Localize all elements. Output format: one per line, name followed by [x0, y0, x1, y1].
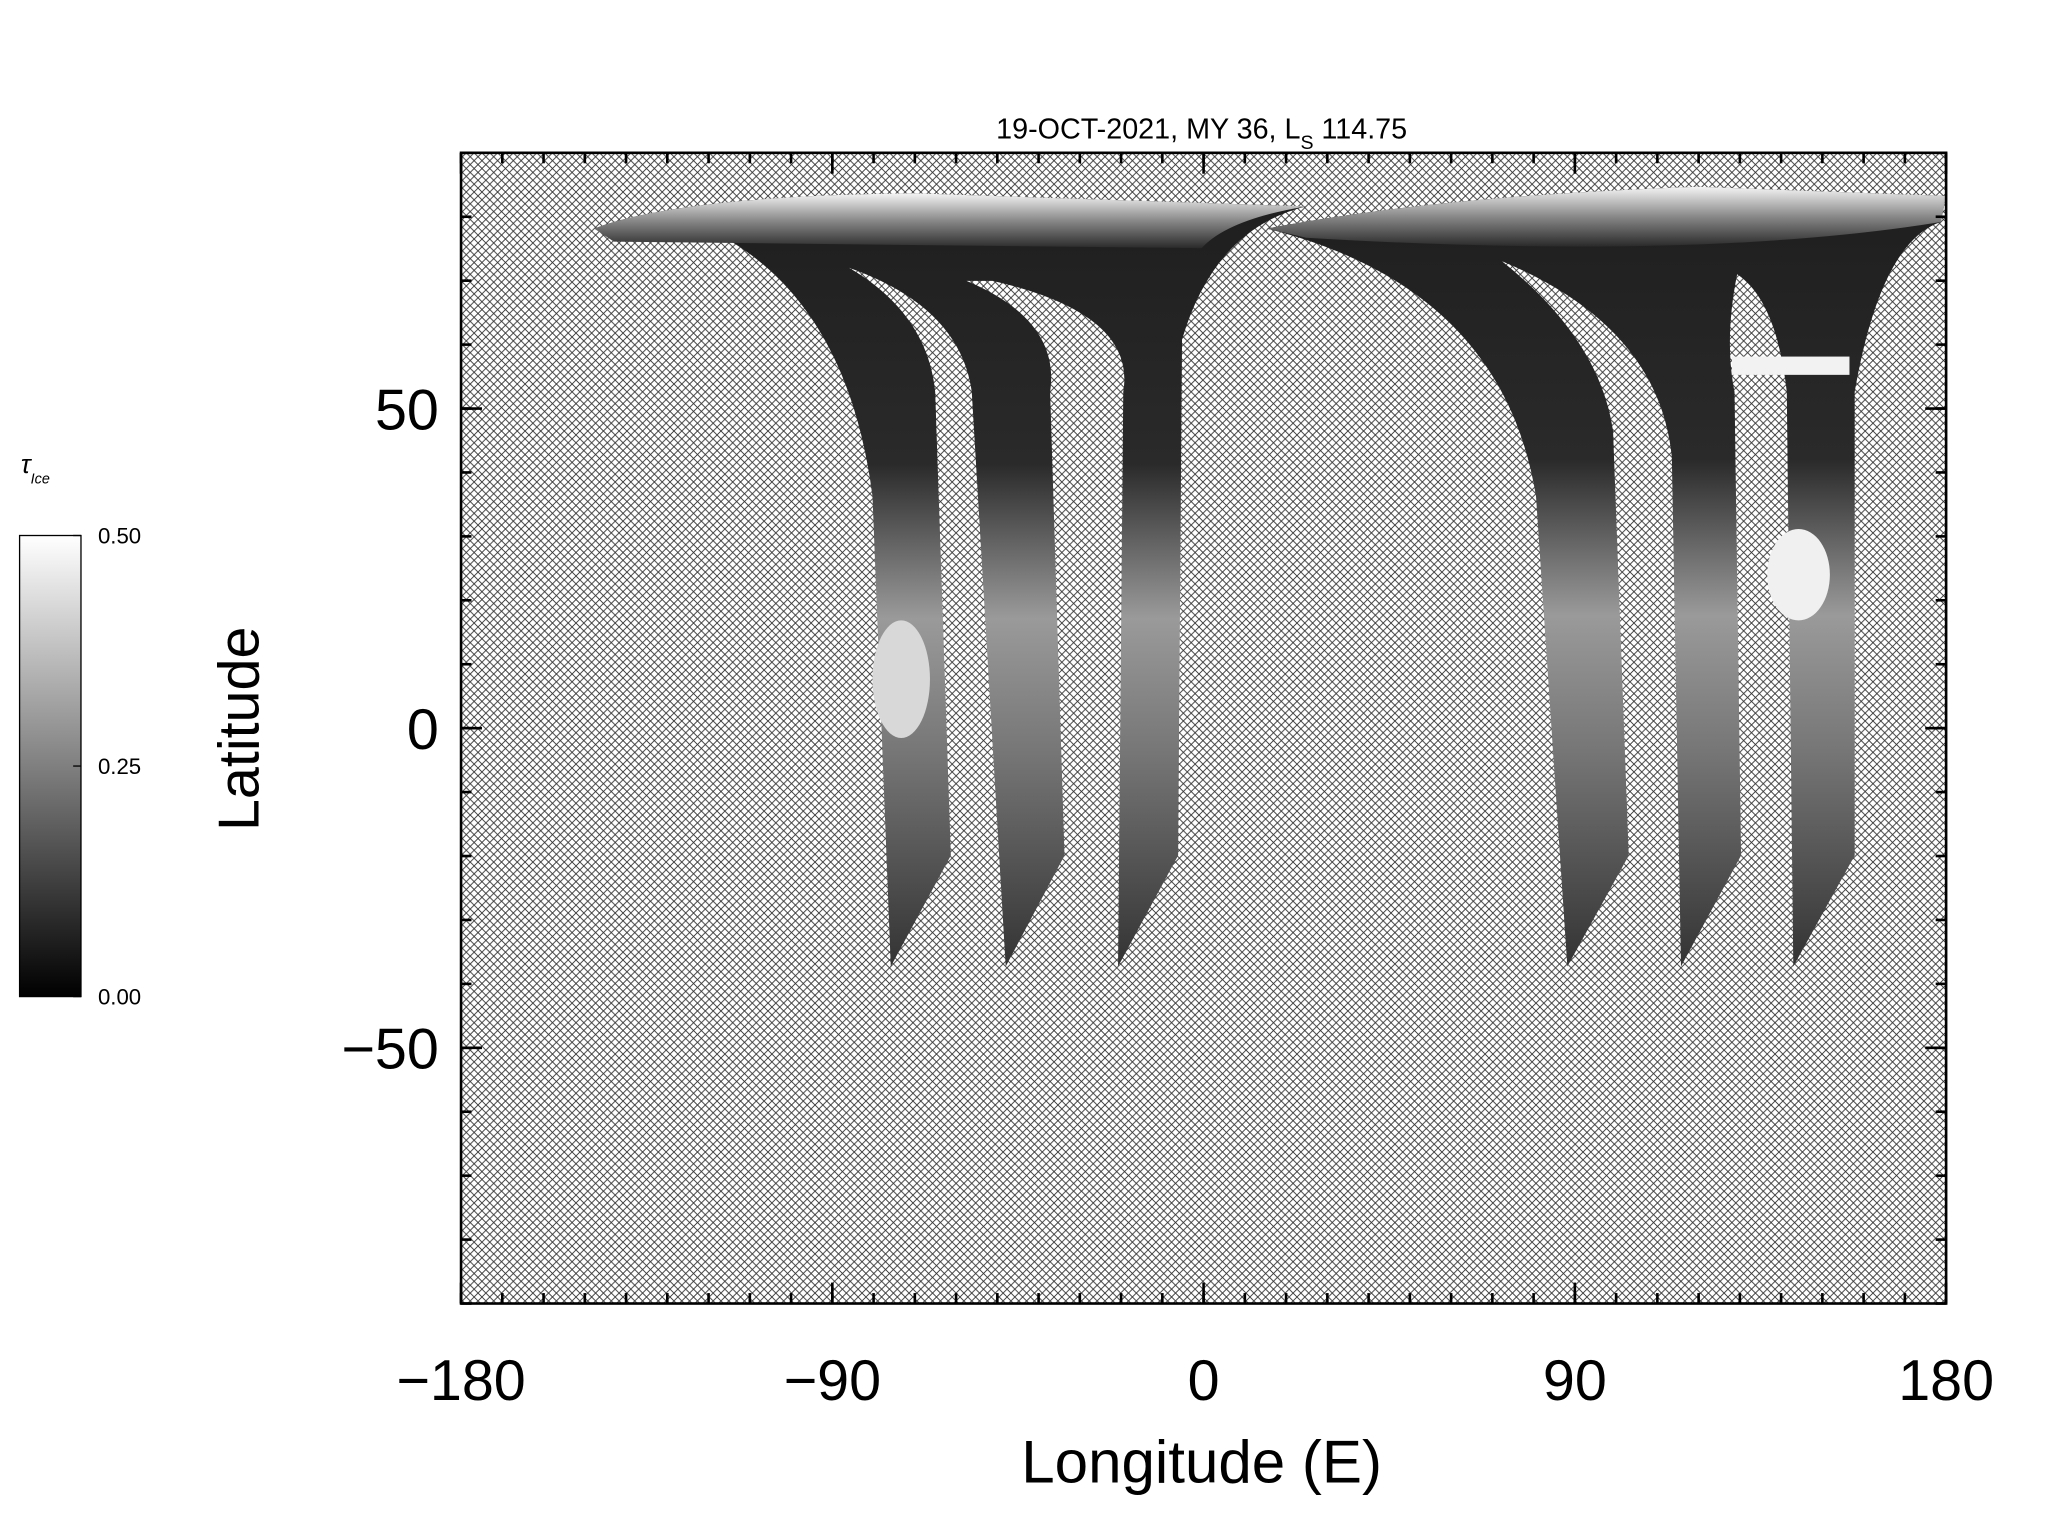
x-tick-label: 90	[1543, 1349, 1607, 1413]
colorbar-label: τ	[21, 449, 33, 479]
colorbar-tick-label: 0.50	[98, 523, 141, 548]
chart-title: 19-OCT-2021, MY 36, LS 114.75	[996, 113, 1407, 153]
y-tick-label: 0	[407, 698, 439, 762]
cloud	[872, 620, 930, 738]
x-tick-label: −180	[396, 1349, 525, 1413]
swaths	[594, 186, 1947, 967]
title-subscript: S	[1301, 132, 1314, 154]
title-text: 19-OCT-2021, MY 36, L	[996, 113, 1300, 145]
colorbar-title: τIce	[21, 449, 50, 487]
y-tick-label: 50	[375, 378, 439, 442]
x-tick-label: 180	[1898, 1349, 1994, 1413]
swath	[594, 193, 1307, 967]
swath	[1266, 186, 1947, 967]
y-axis-title: Latitude	[208, 627, 272, 831]
cloud	[1767, 528, 1830, 621]
x-tick-label: 0	[1188, 1349, 1220, 1413]
colorbar-subscript: Ice	[31, 471, 50, 487]
x-axis-title: Longitude (E)	[1021, 1428, 1382, 1495]
colorbar	[18, 534, 82, 998]
title-suffix: 114.75	[1321, 113, 1407, 145]
x-tick-label: −90	[784, 1349, 881, 1413]
colorbar-tick-label: 0.25	[98, 754, 141, 779]
y-tick-label: −50	[341, 1018, 438, 1082]
polar-cap	[1266, 186, 1947, 247]
polar-cap	[594, 193, 1307, 249]
gap	[1731, 356, 1850, 375]
colorbar-tick-label: 0.00	[98, 984, 141, 1009]
